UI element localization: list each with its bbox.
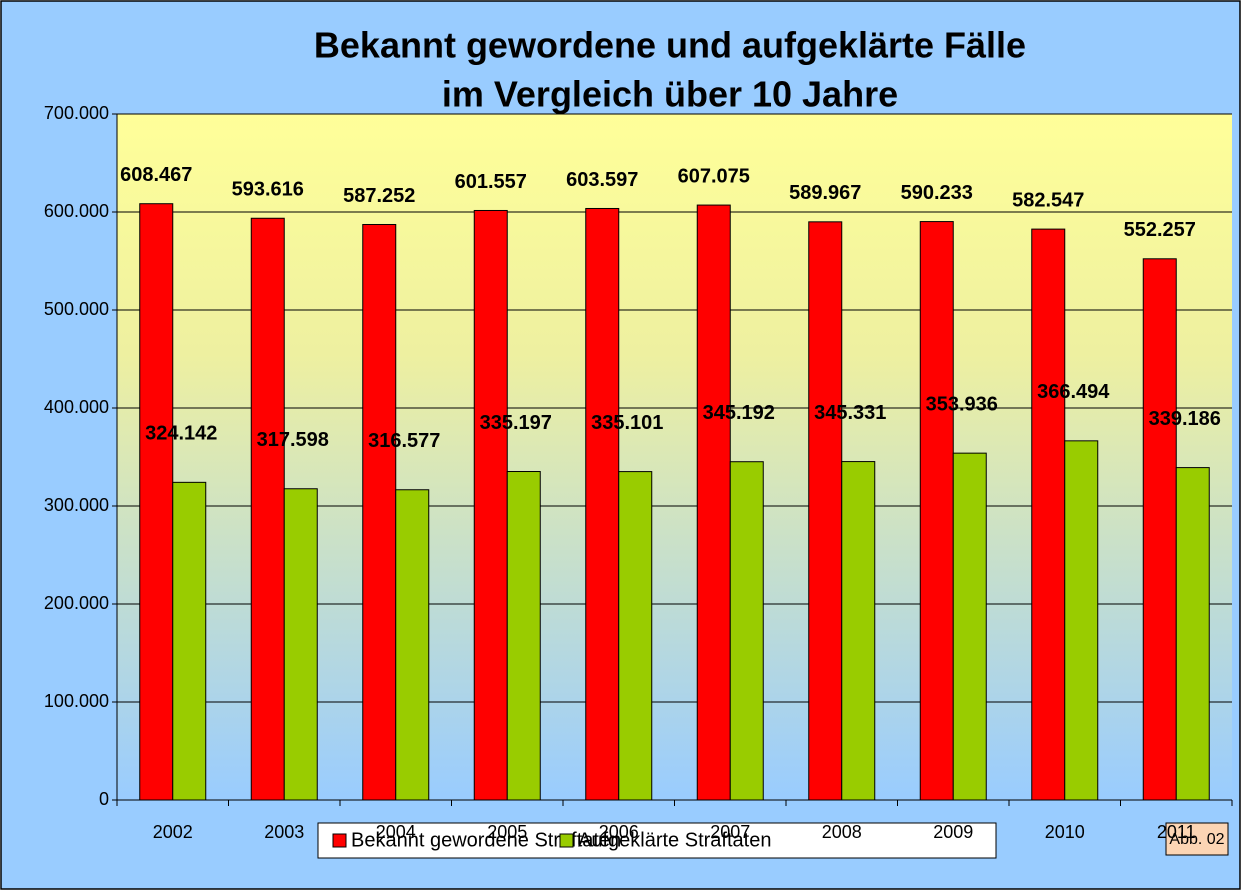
- bar: [283, 488, 318, 801]
- bar: [618, 471, 653, 801]
- bar: [952, 452, 987, 801]
- y-tick-label: 300.000: [44, 495, 109, 515]
- x-tick-label: 2008: [822, 822, 862, 842]
- annotation-box: [1165, 822, 1229, 856]
- bar: [1031, 228, 1066, 801]
- x-tick-label: 2002: [153, 822, 193, 842]
- bar: [506, 471, 541, 801]
- legend-label: Bekannt gewordene Straftaten: [351, 829, 621, 851]
- x-tick-label: 2003: [264, 822, 304, 842]
- bar: [808, 221, 843, 801]
- data-label: 335.101: [591, 412, 663, 434]
- bar: [841, 461, 876, 801]
- data-label: 582.547: [1012, 189, 1084, 211]
- annotation: Abb. 02: [1169, 831, 1224, 848]
- data-label: 608.467: [120, 164, 192, 186]
- legend-swatch: [559, 833, 574, 848]
- x-tick-label: 2005: [487, 822, 527, 842]
- data-label: 345.192: [703, 402, 775, 424]
- bar: [585, 207, 620, 801]
- data-label: 345.331: [814, 402, 886, 424]
- data-label: 603.597: [566, 169, 638, 191]
- data-label: 590.233: [901, 182, 973, 204]
- legend-swatch: [332, 833, 347, 848]
- data-label: 316.577: [368, 430, 440, 452]
- data-label: 593.616: [232, 179, 304, 201]
- data-label: 335.197: [480, 412, 552, 434]
- bar: [250, 217, 285, 801]
- bar: [729, 461, 764, 801]
- y-tick-label: 500.000: [44, 299, 109, 319]
- x-tick-label: 2006: [599, 822, 639, 842]
- legend-box: [317, 822, 997, 859]
- bar: [139, 203, 174, 801]
- bar: [696, 204, 731, 801]
- bar: [473, 209, 508, 801]
- y-tick-label: 0: [99, 789, 109, 809]
- bar: [1064, 440, 1099, 801]
- x-tick-label: 2010: [1045, 822, 1085, 842]
- data-label: 317.598: [257, 429, 329, 451]
- data-label: 589.967: [789, 182, 861, 204]
- y-tick-label: 400.000: [44, 397, 109, 417]
- bar: [172, 481, 207, 801]
- data-label: 353.936: [926, 393, 998, 415]
- y-tick-label: 600.000: [44, 201, 109, 221]
- y-tick-label: 700.000: [44, 103, 109, 123]
- data-label: 587.252: [343, 185, 415, 207]
- chart-title: Bekannt gewordene und aufgeklärte Fälle: [314, 25, 1026, 66]
- y-tick-label: 200.000: [44, 593, 109, 613]
- x-tick-label: 2009: [933, 822, 973, 842]
- chart-title: im Vergleich über 10 Jahre: [442, 74, 898, 115]
- data-label: 366.494: [1037, 381, 1110, 403]
- data-label: 339.186: [1149, 408, 1221, 430]
- data-label: 601.557: [455, 171, 527, 193]
- legend-label: Aufgeklärte Straftaten: [578, 829, 771, 851]
- bar: [1142, 258, 1177, 801]
- data-label: 552.257: [1124, 219, 1196, 241]
- x-tick-label: 2011: [1157, 822, 1196, 842]
- data-label: 324.142: [145, 423, 217, 445]
- bar: [362, 223, 397, 801]
- bar: [1175, 467, 1210, 801]
- bar: [395, 489, 430, 801]
- data-label: 607.075: [678, 165, 750, 187]
- x-tick-label: 2007: [710, 822, 750, 842]
- x-tick-label: 2004: [376, 822, 416, 842]
- bar: [919, 221, 954, 801]
- y-tick-label: 100.000: [44, 691, 109, 711]
